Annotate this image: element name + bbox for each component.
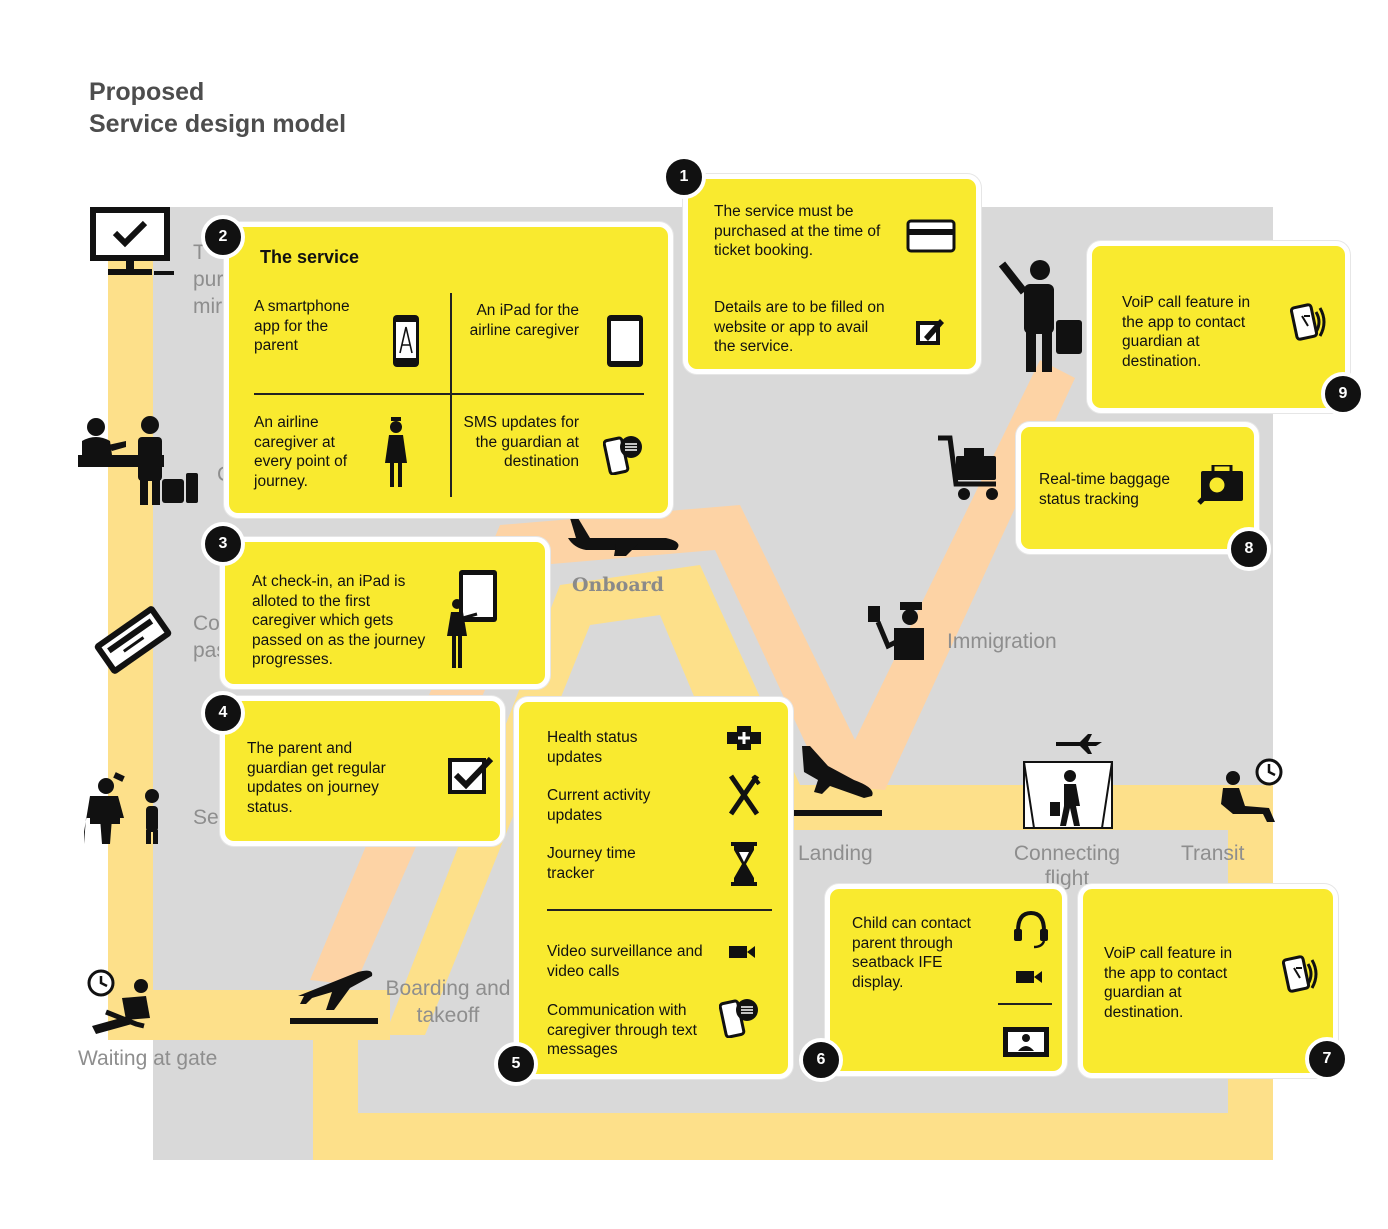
- yellow-path-bottom: [313, 1040, 1273, 1160]
- landing-label: Landing: [798, 842, 873, 865]
- edit-form-icon: [916, 319, 944, 345]
- card-purchase: The service must be purchased at the tim…: [683, 174, 981, 374]
- yellow-path-left: [108, 255, 390, 1040]
- card-2-divider-v: [450, 293, 452, 497]
- waiting-seat-clock-icon: [87, 969, 150, 1034]
- video-call-icon: [1016, 971, 1042, 983]
- card-2-q3: An airline caregiver at every point of j…: [254, 414, 348, 490]
- baggage-search-icon: [1197, 465, 1243, 505]
- card-3-text: At check-in, an iPad is alloted to the f…: [252, 573, 426, 668]
- immigration-officer-icon: [868, 602, 924, 660]
- voip-phone-icon-2: [1290, 303, 1326, 341]
- card-journey-updates: The parent and guardian get regular upda…: [220, 696, 505, 846]
- smartphone-app-icon: [393, 315, 419, 367]
- passport-label-2: pas: [193, 639, 227, 662]
- card-baggage-tracking: Real-time baggage status tracking: [1016, 422, 1259, 554]
- title-line-2: Service design model: [89, 110, 347, 138]
- connecting-flight-icon: [1023, 734, 1113, 829]
- card-5-divider: [547, 909, 772, 911]
- checkin-counter-icon: [78, 416, 198, 505]
- card-the-service: The service A smartphone app for the par…: [224, 222, 673, 518]
- immigration-label: Immigration: [947, 630, 1057, 653]
- step-badge-9: 9: [1321, 372, 1365, 416]
- card-voip-destination-2: VoiP call feature in the app to contact …: [1087, 241, 1350, 413]
- headset-icon: [1014, 910, 1048, 949]
- card-checkin-ipad: At check-in, an iPad is alloted to the f…: [220, 537, 550, 689]
- check-label-3: mir: [193, 295, 223, 318]
- traveler-waving-icon: [998, 260, 1082, 372]
- hourglass-icon: [731, 842, 757, 886]
- voip-phone-icon: [1282, 955, 1318, 993]
- step-badge-2: 2: [201, 215, 245, 259]
- card-2-q2: An iPad for the airline caregiver: [469, 302, 579, 339]
- card-9-text: VoiP call feature in the app to contact …: [1122, 294, 1251, 370]
- card-app-features: Health status updates Current activity u…: [514, 697, 793, 1079]
- card-6-divider: [998, 1003, 1052, 1005]
- yellow-path-onboard: [385, 565, 800, 1035]
- text-message-icon: [719, 999, 758, 1038]
- card-7-text: VoiP call feature in the app to contact …: [1104, 945, 1233, 1021]
- computer-check-icon: [90, 207, 174, 275]
- check-label-2: pur: [193, 268, 224, 291]
- title-line-1: Proposed: [89, 78, 205, 106]
- checkbox-checked-icon: [448, 756, 494, 794]
- transit-seat-clock-icon: [1221, 758, 1283, 822]
- credit-card-icon: [906, 219, 956, 253]
- sms-phone-icon: [603, 436, 642, 475]
- transit-label: Transit: [1181, 842, 1245, 865]
- card-5-item-4: Video surveillance and video calls: [547, 943, 703, 980]
- card-5-item-1: Health status updates: [547, 729, 638, 766]
- step-badge-5: 5: [494, 1042, 538, 1086]
- baggage-cart-icon: [938, 435, 998, 500]
- onboard-label: Onboard: [572, 574, 664, 596]
- takeoff-icon: [290, 970, 378, 1024]
- card-5-item-5: Communication with caregiver through tex…: [547, 1002, 697, 1058]
- connecting-label-1: Connecting: [1013, 842, 1121, 865]
- card-5-item-3: Journey time tracker: [547, 845, 636, 882]
- card-2-q4: SMS updates for the guardian at destinat…: [463, 414, 579, 470]
- passport-label-1: Co: [193, 612, 220, 635]
- boarding-pass-icon: [94, 606, 172, 674]
- step-badge-4: 4: [201, 691, 245, 735]
- video-camera-icon: [729, 946, 755, 958]
- step-badge-8: 8: [1227, 527, 1271, 571]
- step-badge-7: 7: [1305, 1037, 1349, 1081]
- card-seatback-ife: Child can contact parent through seatbac…: [825, 884, 1067, 1076]
- card-1-text-1: The service must be purchased at the tim…: [714, 203, 881, 259]
- step-badge-6: 6: [799, 1038, 843, 1082]
- airplane-onboard-icon: [568, 518, 679, 556]
- waiting-label: Waiting at gate: [78, 1047, 218, 1070]
- step-badge-1: 1: [662, 155, 706, 199]
- card-5-item-2: Current activity updates: [547, 787, 651, 824]
- page-title: Proposed Service design model: [89, 76, 346, 140]
- caregiver-icon: [385, 417, 407, 487]
- seatback-screen-icon: [1003, 1027, 1049, 1057]
- card-4-text: The parent and guardian get regular upda…: [247, 740, 386, 816]
- card-voip-destination-1: VoiP call feature in the app to contact …: [1078, 884, 1338, 1078]
- card-1-text-2: Details are to be filled on website or a…: [714, 299, 885, 355]
- fork-knife-icon: [728, 774, 761, 816]
- caregiver-with-tablet-icon: [447, 570, 497, 668]
- tablet-icon: [607, 315, 643, 367]
- health-cross-icon: [727, 726, 761, 750]
- security-label: Se: [193, 806, 219, 829]
- card-2-heading: The service: [260, 247, 360, 267]
- card-8-text: Real-time baggage status tracking: [1039, 471, 1170, 508]
- boarding-label-2: takeoff: [416, 1004, 480, 1027]
- card-2-q1: A smartphone app for the parent: [254, 298, 350, 354]
- boarding-label-1: Boarding and: [385, 977, 511, 1000]
- security-check-icon: [84, 772, 159, 844]
- card-2-divider-h: [254, 393, 644, 395]
- step-badge-3: 3: [201, 522, 245, 566]
- landing-icon: [792, 746, 882, 816]
- card-6-text: Child can contact parent through seatbac…: [852, 915, 971, 991]
